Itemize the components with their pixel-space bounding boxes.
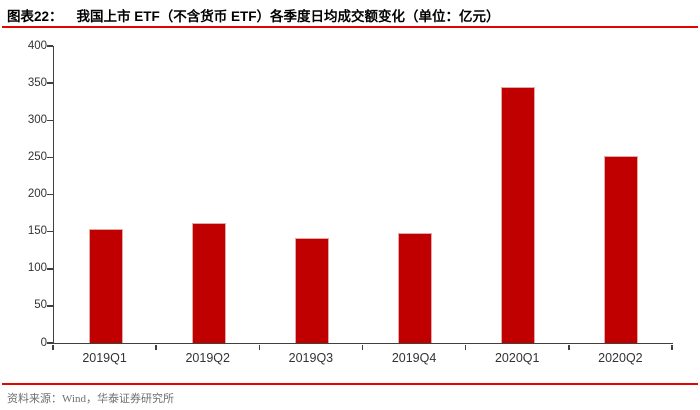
x-axis-label-2020Q1: 2020Q1 [494, 351, 540, 365]
source-label: 资料来源： [7, 393, 62, 405]
x-axis-label-2020Q2: 2020Q2 [598, 351, 643, 365]
x-tick-mark [568, 344, 570, 350]
x-axis-label-2019Q3: 2019Q3 [288, 351, 334, 365]
x-axis-label-2019Q1: 2019Q1 [82, 351, 127, 365]
bar-2019Q1 [88, 229, 123, 343]
y-tick-label: 0 [40, 336, 47, 349]
title-underline-rule [2, 25, 698, 28]
source-text: Wind，华泰证券研究所 [62, 393, 174, 405]
y-tick-label: 300 [27, 113, 47, 126]
y-tick-label: 350 [27, 76, 47, 89]
x-axis-label-2019Q2: 2019Q2 [185, 351, 230, 365]
x-axis-label-2019Q4: 2019Q4 [391, 351, 437, 365]
bar-2020Q1 [501, 86, 536, 343]
y-tick-label: 400 [27, 39, 47, 52]
bar-2019Q3 [294, 237, 329, 343]
bar-2020Q2 [604, 155, 639, 343]
figure-title-text: 我国上市 ETF（不含货币 ETF）各季度日均成交额变化（单位：亿元） [76, 9, 500, 24]
y-tick-mark [47, 268, 53, 270]
figure-label: 图表22： [7, 9, 63, 24]
bar-2019Q4 [398, 233, 433, 343]
y-tick-label: 200 [27, 188, 47, 200]
x-tick-mark [361, 344, 364, 350]
x-tick-mark [671, 344, 673, 350]
y-tick-label: 50 [34, 299, 47, 312]
x-tick-mark [52, 344, 54, 350]
y-tick-mark [47, 82, 53, 84]
figure-title: 图表22： 我国上市 ETF（不含货币 ETF）各季度日均成交额变化（单位：亿元） [7, 5, 696, 25]
y-tick-mark [47, 193, 53, 196]
bar-2019Q2 [191, 222, 226, 343]
source-note: 资料来源：Wind，华泰证券研究所 [7, 390, 174, 406]
y-tick-label: 150 [27, 225, 47, 238]
y-tick-mark [47, 45, 53, 47]
y-tick-mark [47, 342, 53, 344]
x-tick-mark [258, 344, 261, 350]
y-tick-label: 250 [27, 150, 47, 163]
x-tick-mark [464, 344, 467, 350]
y-tick-label: 100 [27, 262, 47, 275]
y-tick-mark [47, 305, 53, 307]
footer-rule [2, 382, 698, 385]
y-tick-mark [47, 230, 53, 233]
plot-area [53, 46, 673, 344]
y-tick-mark [47, 119, 53, 121]
x-tick-mark [155, 344, 157, 350]
y-tick-mark [47, 156, 53, 159]
